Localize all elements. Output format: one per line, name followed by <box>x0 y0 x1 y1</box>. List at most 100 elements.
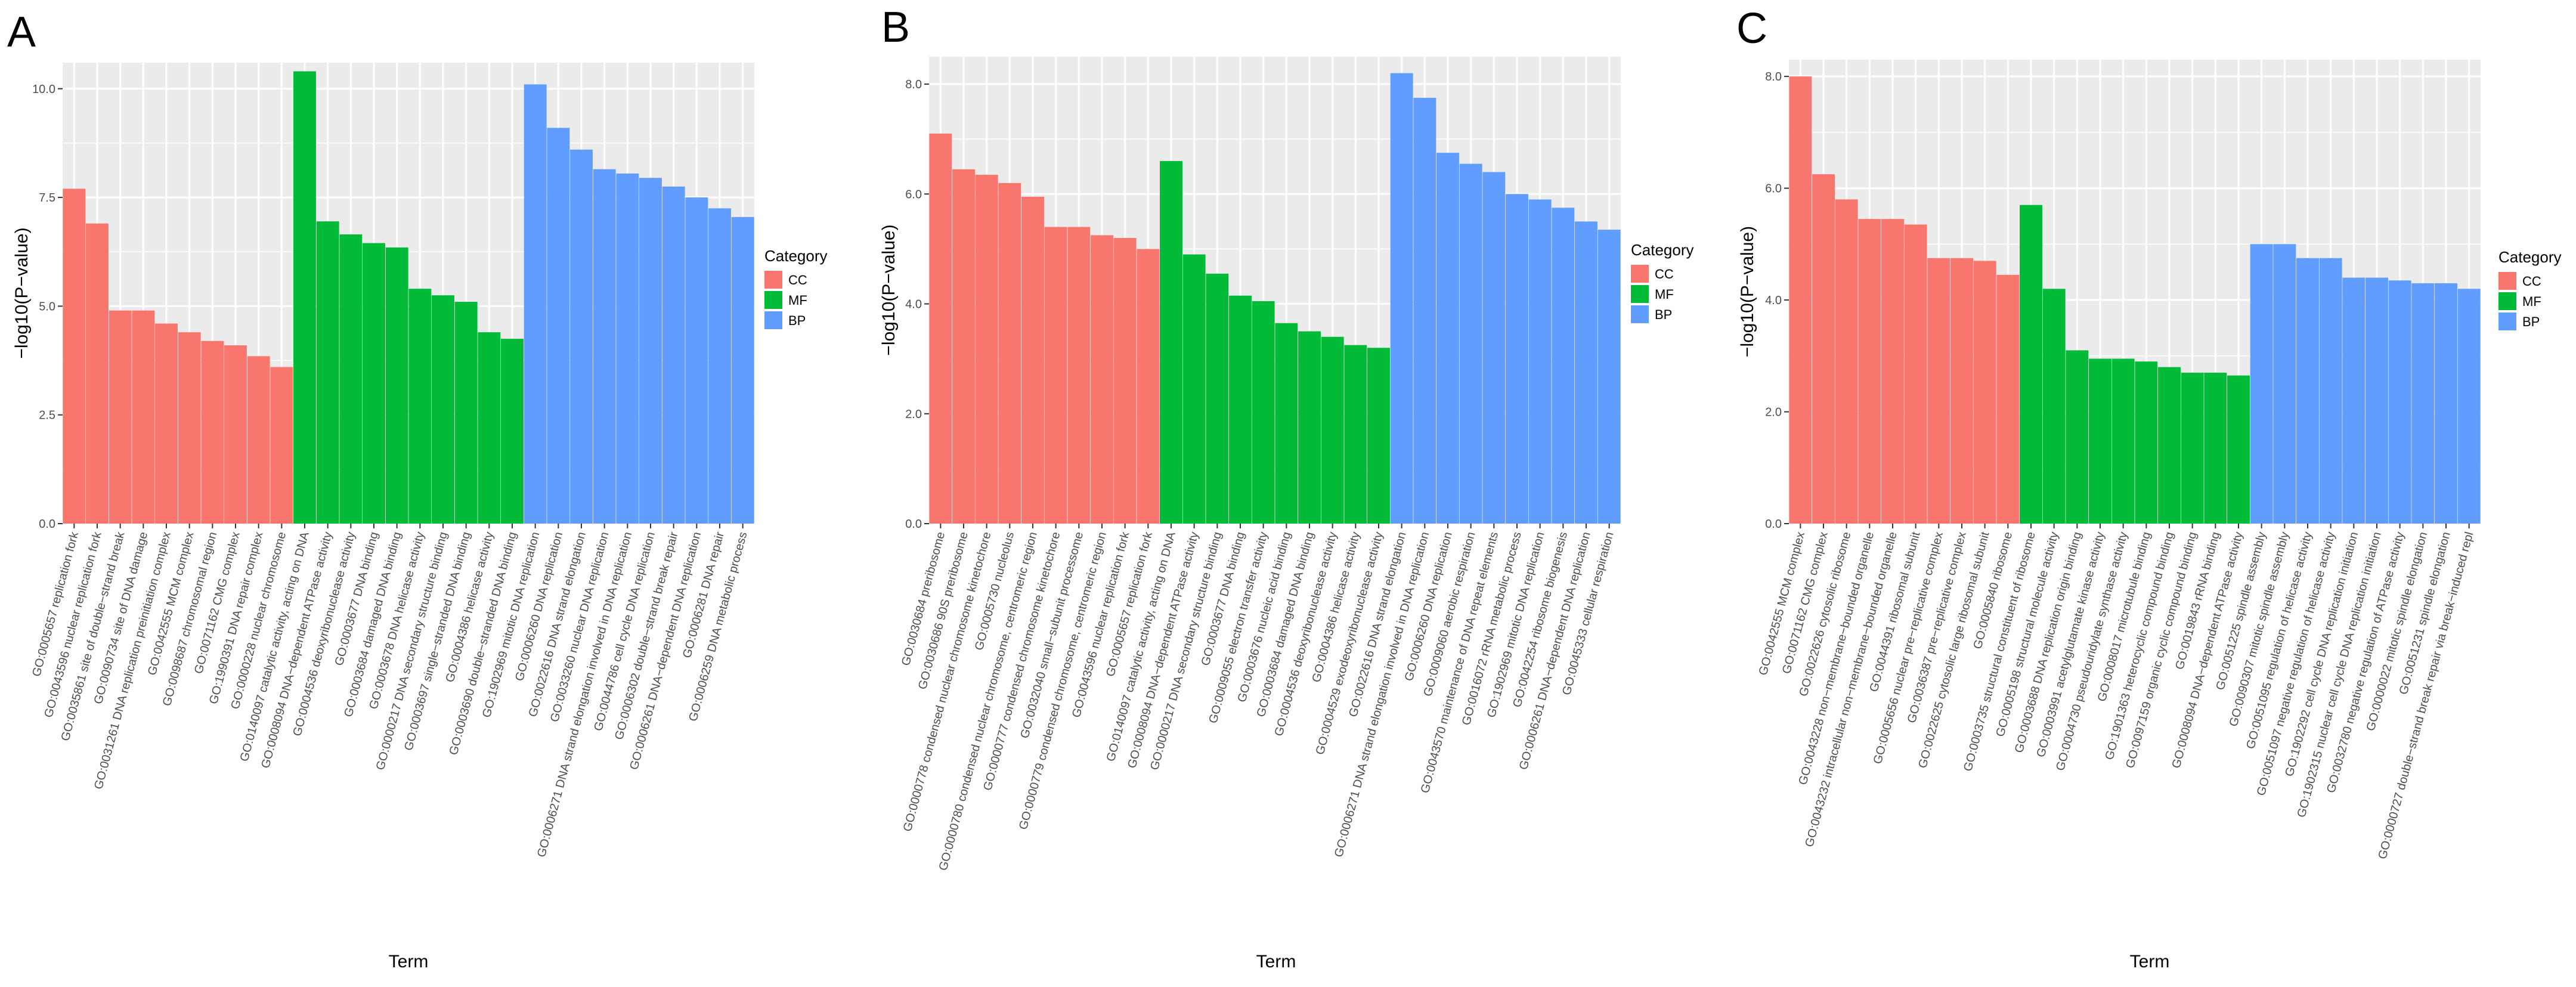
bar-bp <box>731 216 754 524</box>
y-tick-label: 7.5 <box>39 191 55 205</box>
bar-cc <box>952 169 975 524</box>
plot-background <box>63 63 754 524</box>
bar-bp <box>1528 199 1552 524</box>
panel-label: C <box>1736 5 1767 52</box>
bar-cc <box>1973 261 1996 524</box>
bar-cc <box>86 223 109 524</box>
bar-bp <box>1552 208 1575 524</box>
bar-mf <box>2135 361 2158 524</box>
bar-cc <box>929 133 952 524</box>
bar-bp <box>1436 153 1459 524</box>
bar-cc <box>1113 237 1137 524</box>
y-tick-label: 2.5 <box>39 409 55 422</box>
bar-cc <box>1881 219 1904 524</box>
bar-bp <box>2342 277 2366 524</box>
bar-mf <box>1206 273 1229 524</box>
bar-cc <box>178 332 201 524</box>
bar-mf <box>478 332 501 524</box>
legend-label: MF <box>788 293 807 308</box>
bar-cc <box>201 341 224 524</box>
bar-cc <box>1021 196 1044 524</box>
legend-label: MF <box>2522 294 2541 309</box>
y-tick-label: 0.0 <box>1765 518 1782 531</box>
bar-mf <box>1275 323 1298 524</box>
bar-bp <box>662 186 685 524</box>
legend: Category CC MF BP <box>2498 248 2562 330</box>
bar-bp <box>593 169 616 524</box>
bar-mf <box>2204 372 2227 524</box>
legend-title: Category <box>764 247 828 265</box>
bar-bp <box>2388 280 2411 524</box>
bar-mf <box>2111 358 2135 524</box>
legend-label: CC <box>788 273 807 287</box>
bar-bp <box>2296 258 2319 524</box>
bar-bp <box>2319 258 2342 524</box>
panel-label: B <box>881 4 910 51</box>
panel-label: A <box>7 8 36 56</box>
bar-bp <box>1575 221 1597 524</box>
bar-cc <box>1835 199 1858 524</box>
bar-cc <box>1067 227 1091 524</box>
bar-bp <box>2411 283 2435 524</box>
bar-mf <box>1252 301 1275 524</box>
bar-cc <box>1137 249 1160 524</box>
legend-label: BP <box>1655 307 1672 322</box>
bar-cc <box>1996 274 2020 524</box>
bar-cc <box>1950 258 1973 524</box>
bar-mf <box>454 302 478 524</box>
bar-mf <box>1321 336 1344 524</box>
bar-mf <box>2181 372 2204 524</box>
plot-background <box>1789 60 2481 524</box>
bar-mf <box>2158 367 2181 524</box>
y-axis-title: −log10(P−value) <box>879 224 899 355</box>
y-tick-label: 10.0 <box>32 83 55 96</box>
legend-label: BP <box>788 313 806 328</box>
chart-panel-b: B0.02.04.06.08.0GO:0030684 preribosomeGO… <box>879 4 1694 971</box>
bar-mf <box>1298 331 1321 524</box>
bar-bp <box>616 173 639 524</box>
y-tick-label: 8.0 <box>1765 70 1782 83</box>
bar-bp <box>1459 163 1482 524</box>
y-tick-label: 0.0 <box>39 518 55 531</box>
legend-key-mf <box>1631 285 1649 303</box>
legend: Category CC MF BP <box>764 247 828 329</box>
bar-cc <box>1044 227 1067 524</box>
bar-mf <box>339 234 363 524</box>
bar-bp <box>1413 98 1436 524</box>
legend-key-bp <box>2498 313 2516 330</box>
bar-mf <box>2042 289 2066 524</box>
y-tick-label: 0.0 <box>905 518 922 531</box>
bar-bp <box>639 178 662 524</box>
bar-mf <box>363 243 385 524</box>
legend-title: Category <box>2498 248 2562 266</box>
bar-bp <box>547 128 570 524</box>
bar-bp <box>1506 194 1528 524</box>
bar-cc <box>1812 174 1835 524</box>
y-tick-label: 6.0 <box>1765 182 1782 196</box>
bar-cc <box>224 345 247 524</box>
bar-cc <box>1789 76 1812 524</box>
y-tick-label: 2.0 <box>905 408 922 421</box>
legend-label: CC <box>1655 267 1674 281</box>
bar-bp <box>2273 244 2296 524</box>
bar-cc <box>975 175 998 524</box>
bar-cc <box>1927 258 1950 524</box>
bar-mf <box>1182 254 1206 524</box>
y-tick-label: 2.0 <box>1765 406 1782 419</box>
bar-mf <box>1344 345 1367 524</box>
legend-key-cc <box>2498 272 2516 290</box>
bar-cc <box>1858 219 1881 524</box>
x-axis-title: Term <box>2130 952 2170 971</box>
plot-background <box>929 57 1621 524</box>
bar-cc <box>155 323 178 524</box>
bar-cc <box>1091 235 1113 524</box>
bar-bp <box>708 208 731 524</box>
bar-bp <box>2366 277 2388 524</box>
legend-label: MF <box>1655 287 1674 302</box>
bar-bp <box>1390 73 1413 524</box>
y-tick-label: 4.0 <box>905 298 922 311</box>
bar-bp <box>570 149 593 524</box>
legend-key-bp <box>764 311 782 329</box>
bar-bp <box>2435 283 2457 524</box>
chart-panel-a: A0.02.55.07.510.0GO:0005657 replication … <box>7 8 828 971</box>
